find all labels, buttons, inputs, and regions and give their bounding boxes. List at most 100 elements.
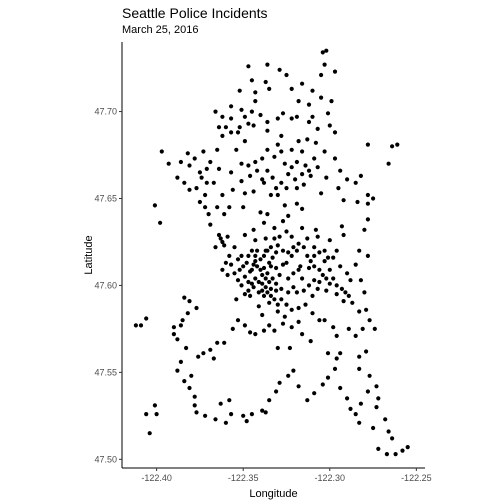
data-point [294, 201, 299, 206]
data-point [204, 180, 209, 185]
data-point [334, 248, 339, 253]
data-point [353, 262, 358, 267]
data-point [213, 245, 218, 250]
data-point [260, 272, 265, 278]
data-point [358, 173, 363, 178]
data-point [242, 323, 247, 328]
data-point [260, 156, 265, 161]
data-point [255, 248, 260, 253]
data-point [294, 114, 299, 119]
data-point [305, 137, 310, 142]
data-point [249, 78, 254, 83]
data-point [280, 219, 286, 224]
data-point [265, 119, 270, 125]
data-point [267, 398, 272, 403]
data-point [261, 220, 267, 225]
data-point [350, 300, 355, 305]
data-point [298, 264, 303, 269]
data-point [300, 225, 305, 231]
data-point [242, 191, 247, 196]
data-point [144, 412, 149, 417]
data-point [182, 295, 187, 300]
y-tick-label: 47.60 [94, 280, 117, 290]
data-point [203, 192, 208, 198]
data-point [201, 149, 206, 154]
data-point [255, 168, 260, 173]
data-point [204, 166, 209, 171]
data-point [310, 293, 315, 298]
data-point [315, 286, 320, 291]
data-point [332, 130, 338, 135]
data-point [220, 192, 225, 198]
data-point [192, 403, 197, 408]
data-point [270, 276, 275, 281]
data-point [265, 128, 270, 133]
data-point [175, 175, 180, 180]
data-point [294, 290, 299, 295]
data-point [317, 318, 322, 323]
data-point [239, 253, 244, 258]
data-point [261, 253, 267, 258]
data-point [319, 95, 324, 100]
data-point [185, 311, 190, 316]
data-point [229, 412, 234, 417]
data-point [194, 305, 199, 311]
data-point [275, 345, 280, 351]
data-point [175, 337, 180, 342]
data-point [386, 429, 391, 434]
data-point [341, 232, 346, 238]
data-point [322, 62, 327, 67]
data-point [339, 286, 344, 291]
data-point [239, 107, 244, 112]
data-point [282, 203, 287, 208]
data-point [280, 262, 286, 267]
data-point [284, 72, 289, 78]
data-point [222, 212, 227, 217]
data-point [253, 253, 258, 258]
data-point [371, 425, 376, 431]
data-point [291, 245, 296, 250]
data-point [225, 272, 230, 278]
data-point [138, 323, 144, 328]
data-point [178, 323, 183, 328]
data-point [334, 292, 339, 297]
data-point [267, 323, 272, 328]
data-point [374, 405, 379, 410]
data-point [258, 257, 263, 262]
data-point [365, 389, 370, 394]
data-point [189, 373, 194, 378]
data-point [268, 264, 273, 269]
data-point [324, 48, 329, 53]
data-point [300, 149, 305, 154]
data-point [348, 406, 353, 411]
data-point [211, 180, 216, 185]
data-point [211, 356, 216, 361]
data-point [338, 351, 343, 356]
data-point [235, 257, 241, 262]
data-point [232, 245, 237, 250]
data-point [235, 130, 241, 135]
data-point [229, 104, 234, 109]
data-point [324, 175, 329, 180]
data-point [201, 351, 206, 356]
data-point [346, 326, 351, 331]
data-point [296, 241, 301, 246]
x-tick-label: -122.40 [141, 473, 172, 483]
data-point [272, 225, 277, 231]
data-point [274, 250, 279, 255]
data-point [275, 116, 280, 121]
data-point [263, 236, 268, 241]
data-point [260, 288, 265, 293]
data-point [303, 163, 308, 168]
data-point [284, 302, 289, 307]
data-point [353, 180, 358, 185]
data-point [310, 114, 315, 119]
data-point [280, 321, 286, 326]
data-point [313, 140, 318, 145]
data-point [249, 281, 254, 286]
data-point [248, 173, 253, 178]
data-point [289, 234, 294, 239]
data-point [312, 391, 317, 396]
data-point [313, 227, 318, 232]
data-point [241, 264, 246, 269]
